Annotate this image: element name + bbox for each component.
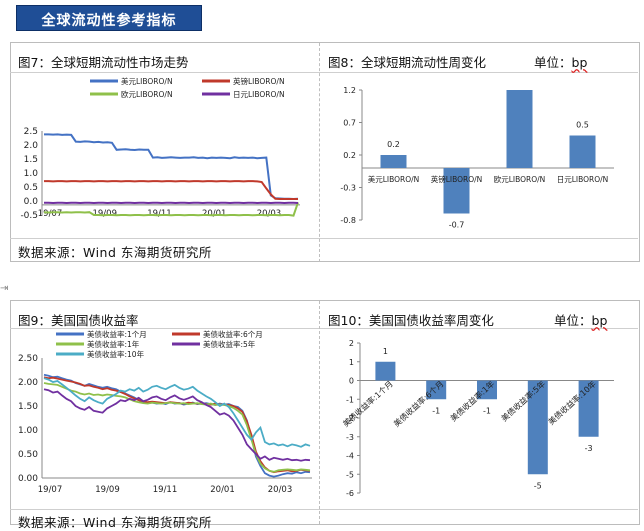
y-tick-label: 0.2	[343, 151, 356, 160]
category-label: 日元LIBORO/N	[557, 175, 609, 184]
y-tick-label: 0.50	[18, 450, 38, 460]
fig8-title-text: 图8：全球短期流动性周变化	[328, 55, 486, 70]
divider	[10, 238, 638, 239]
x-tick-label: 19/09	[95, 485, 120, 495]
legend-label: 日元LIBORO/N	[233, 90, 285, 99]
y-tick-label: 2	[349, 339, 354, 348]
data-label: -3	[585, 444, 593, 453]
y-tick-label: -5	[346, 470, 354, 479]
data-label: 0.5	[576, 121, 589, 130]
category-label: 美债收益率:1年	[448, 379, 496, 424]
fig8-unit-value: bp	[572, 55, 588, 70]
legend-label: 欧元LIBORO/N	[121, 89, 173, 99]
data-label: -1	[483, 406, 491, 415]
banner-text: 全球流动性参考指标	[17, 10, 201, 30]
y-tick-label: 0.7	[343, 119, 356, 128]
fig8-unit: 单位：bp	[534, 52, 587, 71]
fig8-chart: 1.2 0.7 0.2 -0.3 -0.8 0.2 美元LIBORO/N -0.7 英镑LIBO…	[322, 73, 637, 237]
data-label: 1	[383, 347, 388, 356]
fig10-title-text: 图10：美国国债收益率周变化	[328, 313, 494, 328]
fig10-unit-label: 单位：	[554, 313, 592, 328]
data-label: 0.2	[387, 140, 400, 149]
divider	[10, 509, 638, 510]
series-line	[44, 375, 310, 477]
watermark-text	[4, 514, 7, 525]
data-label: -1	[432, 406, 440, 415]
fig9-title: 图9：美国国债收益率	[18, 310, 138, 329]
legend-label: 美债收益率:6个月	[203, 329, 263, 339]
fig10-chart: 210-1-2-3-4-5-61美债收益率:1个月-1美债收益率:6个月-1美债…	[322, 329, 637, 509]
y-tick-label: 1.00	[18, 426, 38, 436]
divider	[319, 43, 320, 262]
y-tick-label: 0.0	[24, 197, 39, 207]
series-line	[44, 181, 298, 199]
legend-label: 美债收益率:1年	[87, 339, 140, 349]
legend-label: 英镑LIBORO/N	[233, 76, 285, 86]
y-tick-label: 0	[349, 377, 354, 386]
y-tick-label: -1	[346, 395, 354, 404]
legend-label: 美债收益率:1个月	[87, 329, 147, 339]
data-label: -0.7	[449, 221, 465, 230]
category-label: 美债收益率:6个月	[391, 379, 445, 429]
legend-label: 美债收益率:10年	[87, 349, 145, 359]
y-tick-label: -0.8	[340, 216, 356, 225]
fig8-unit-label: 单位：	[534, 55, 572, 70]
x-tick-label: 20/01	[210, 485, 235, 495]
x-tick-label: 20/03	[268, 485, 293, 495]
series-line	[44, 378, 310, 447]
y-tick-label: -4	[346, 452, 354, 461]
bar	[375, 362, 395, 381]
legend-label: 美元LIBORO/N	[121, 76, 173, 86]
bar	[570, 136, 596, 169]
y-tick-label: -0.5	[20, 211, 38, 221]
x-tick-label: 19/11	[153, 485, 178, 495]
y-tick-label: -3	[346, 433, 354, 442]
y-tick-label: 1	[349, 358, 354, 367]
y-tick-label: 0.5	[24, 183, 38, 193]
x-tick-label: 19/07	[38, 209, 63, 219]
y-tick-label: 2.50	[18, 354, 38, 364]
fig10-unit-value: bp	[592, 313, 608, 328]
y-tick-label: 1.0	[24, 169, 39, 179]
y-tick-label: 1.50	[18, 402, 38, 412]
source-note-bottom: 数据来源：Wind 东海期货研究所	[18, 512, 212, 531]
y-tick-label: -0.3	[340, 184, 356, 193]
bar	[381, 155, 407, 168]
legend-label: 美债收益率:5年	[203, 339, 256, 349]
x-tick-label: 19/07	[38, 485, 63, 495]
section-banner: 全球流动性参考指标	[16, 5, 202, 31]
y-tick-label: 2.00	[18, 378, 38, 388]
collapse-arrow-icon[interactable]: ⇥	[0, 283, 8, 294]
category-label: 英镑LIBORO/N	[431, 174, 483, 184]
y-tick-label: 2.0	[24, 141, 39, 151]
category-label: 美元LIBORO/N	[368, 174, 420, 184]
data-label: -5	[534, 481, 542, 490]
series-line	[44, 377, 310, 472]
fig10-unit: 单位：bp	[554, 310, 607, 329]
y-tick-label: 2.5	[24, 127, 38, 137]
fig7-title: 图7：全球短期流动性市场走势	[18, 52, 188, 71]
y-tick-label: 0.00	[18, 474, 38, 484]
y-tick-label: -6	[346, 489, 354, 498]
fig8-title: 图8：全球短期流动性周变化 单位：bp	[328, 52, 628, 71]
source-note-top: 数据来源：Wind 东海期货研究所	[18, 242, 212, 261]
y-tick-label: 1.5	[24, 155, 38, 165]
category-label: 欧元LIBORO/N	[494, 174, 546, 184]
bar	[507, 90, 533, 168]
fig10-title: 图10：美国国债收益率周变化 单位：bp	[328, 310, 628, 329]
series-line	[44, 134, 298, 199]
y-tick-label: 1.2	[343, 86, 356, 95]
divider	[319, 301, 320, 524]
